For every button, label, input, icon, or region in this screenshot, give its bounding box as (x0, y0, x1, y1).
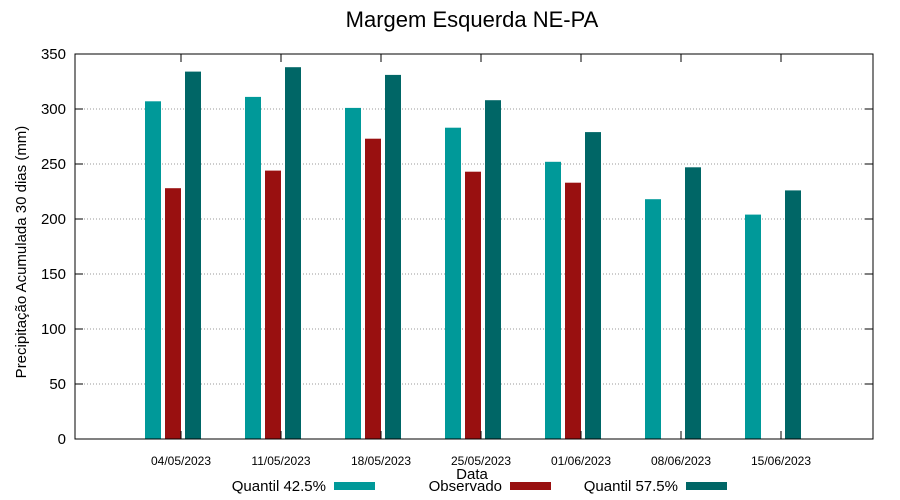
bar-quantil-42-5--5 (645, 199, 661, 439)
bar-quantil-57-5--4 (585, 132, 601, 439)
bar-quantil-57-5--0 (185, 71, 201, 439)
y-tick-label: 100 (41, 321, 66, 338)
bar-quantil-42-5--3 (445, 127, 461, 439)
legend-swatch (334, 482, 375, 490)
bar-quantil-57-5--5 (685, 167, 701, 440)
bar-quantil-42-5--0 (145, 101, 161, 440)
bar-quantil-57-5--6 (785, 190, 801, 439)
x-axis-label: Data (456, 466, 488, 483)
bar-quantil-42-5--4 (545, 161, 561, 440)
y-axis-label: Precipitação Acumulada 30 dias (mm) (13, 126, 30, 379)
y-tick-label: 250 (41, 156, 66, 173)
x-tick-label: 11/05/2023 (251, 454, 310, 468)
bar-quantil-57-5--3 (485, 100, 501, 439)
legend-label: Observado (429, 478, 502, 495)
legend-swatch (510, 482, 551, 490)
legend-swatch (686, 482, 727, 490)
y-axis-ticks: 0 50 100 150 200 250 300 350 (41, 46, 873, 448)
bar-quantil-42-5--2 (345, 107, 361, 440)
y-tick-label: 150 (41, 266, 66, 283)
bars (145, 67, 801, 440)
y-tick-label: 300 (41, 101, 66, 118)
chart-title: Margem Esquerda NE-PA (346, 7, 599, 32)
bar-observado-4 (565, 182, 581, 439)
x-tick-label: 18/05/2023 (351, 454, 411, 468)
bar-observado-3 (465, 171, 481, 439)
x-tick-label: 01/06/2023 (551, 454, 611, 468)
x-tick-label: 15/06/2023 (751, 454, 811, 468)
bar-quantil-57-5--2 (385, 74, 401, 440)
y-tick-label: 350 (41, 46, 66, 63)
bar-quantil-42-5--1 (245, 96, 261, 440)
y-tick-label: 0 (58, 431, 66, 448)
x-axis-ticks: 04/05/2023 11/05/2023 18/05/2023 25/05/2023… (151, 54, 811, 468)
bar-quantil-57-5--1 (285, 67, 301, 439)
bar-quantil-42-5--6 (745, 214, 761, 439)
legend-label: Quantil 57.5% (584, 478, 678, 495)
bar-observado-0 (165, 188, 181, 439)
y-tick-label: 200 (41, 211, 66, 228)
legend-label: Quantil 42.5% (232, 478, 326, 495)
y-tick-label: 50 (49, 376, 66, 393)
x-tick-label: 04/05/2023 (151, 454, 211, 468)
bar-observado-2 (365, 138, 381, 439)
plot-frame (74, 53, 874, 440)
x-tick-label: 25/05/2023 (451, 454, 511, 468)
x-tick-label: 08/06/2023 (651, 454, 711, 468)
legend: Quantil 42.5% Observado Quantil 57.5% (232, 478, 727, 495)
bar-observado-1 (265, 170, 281, 439)
